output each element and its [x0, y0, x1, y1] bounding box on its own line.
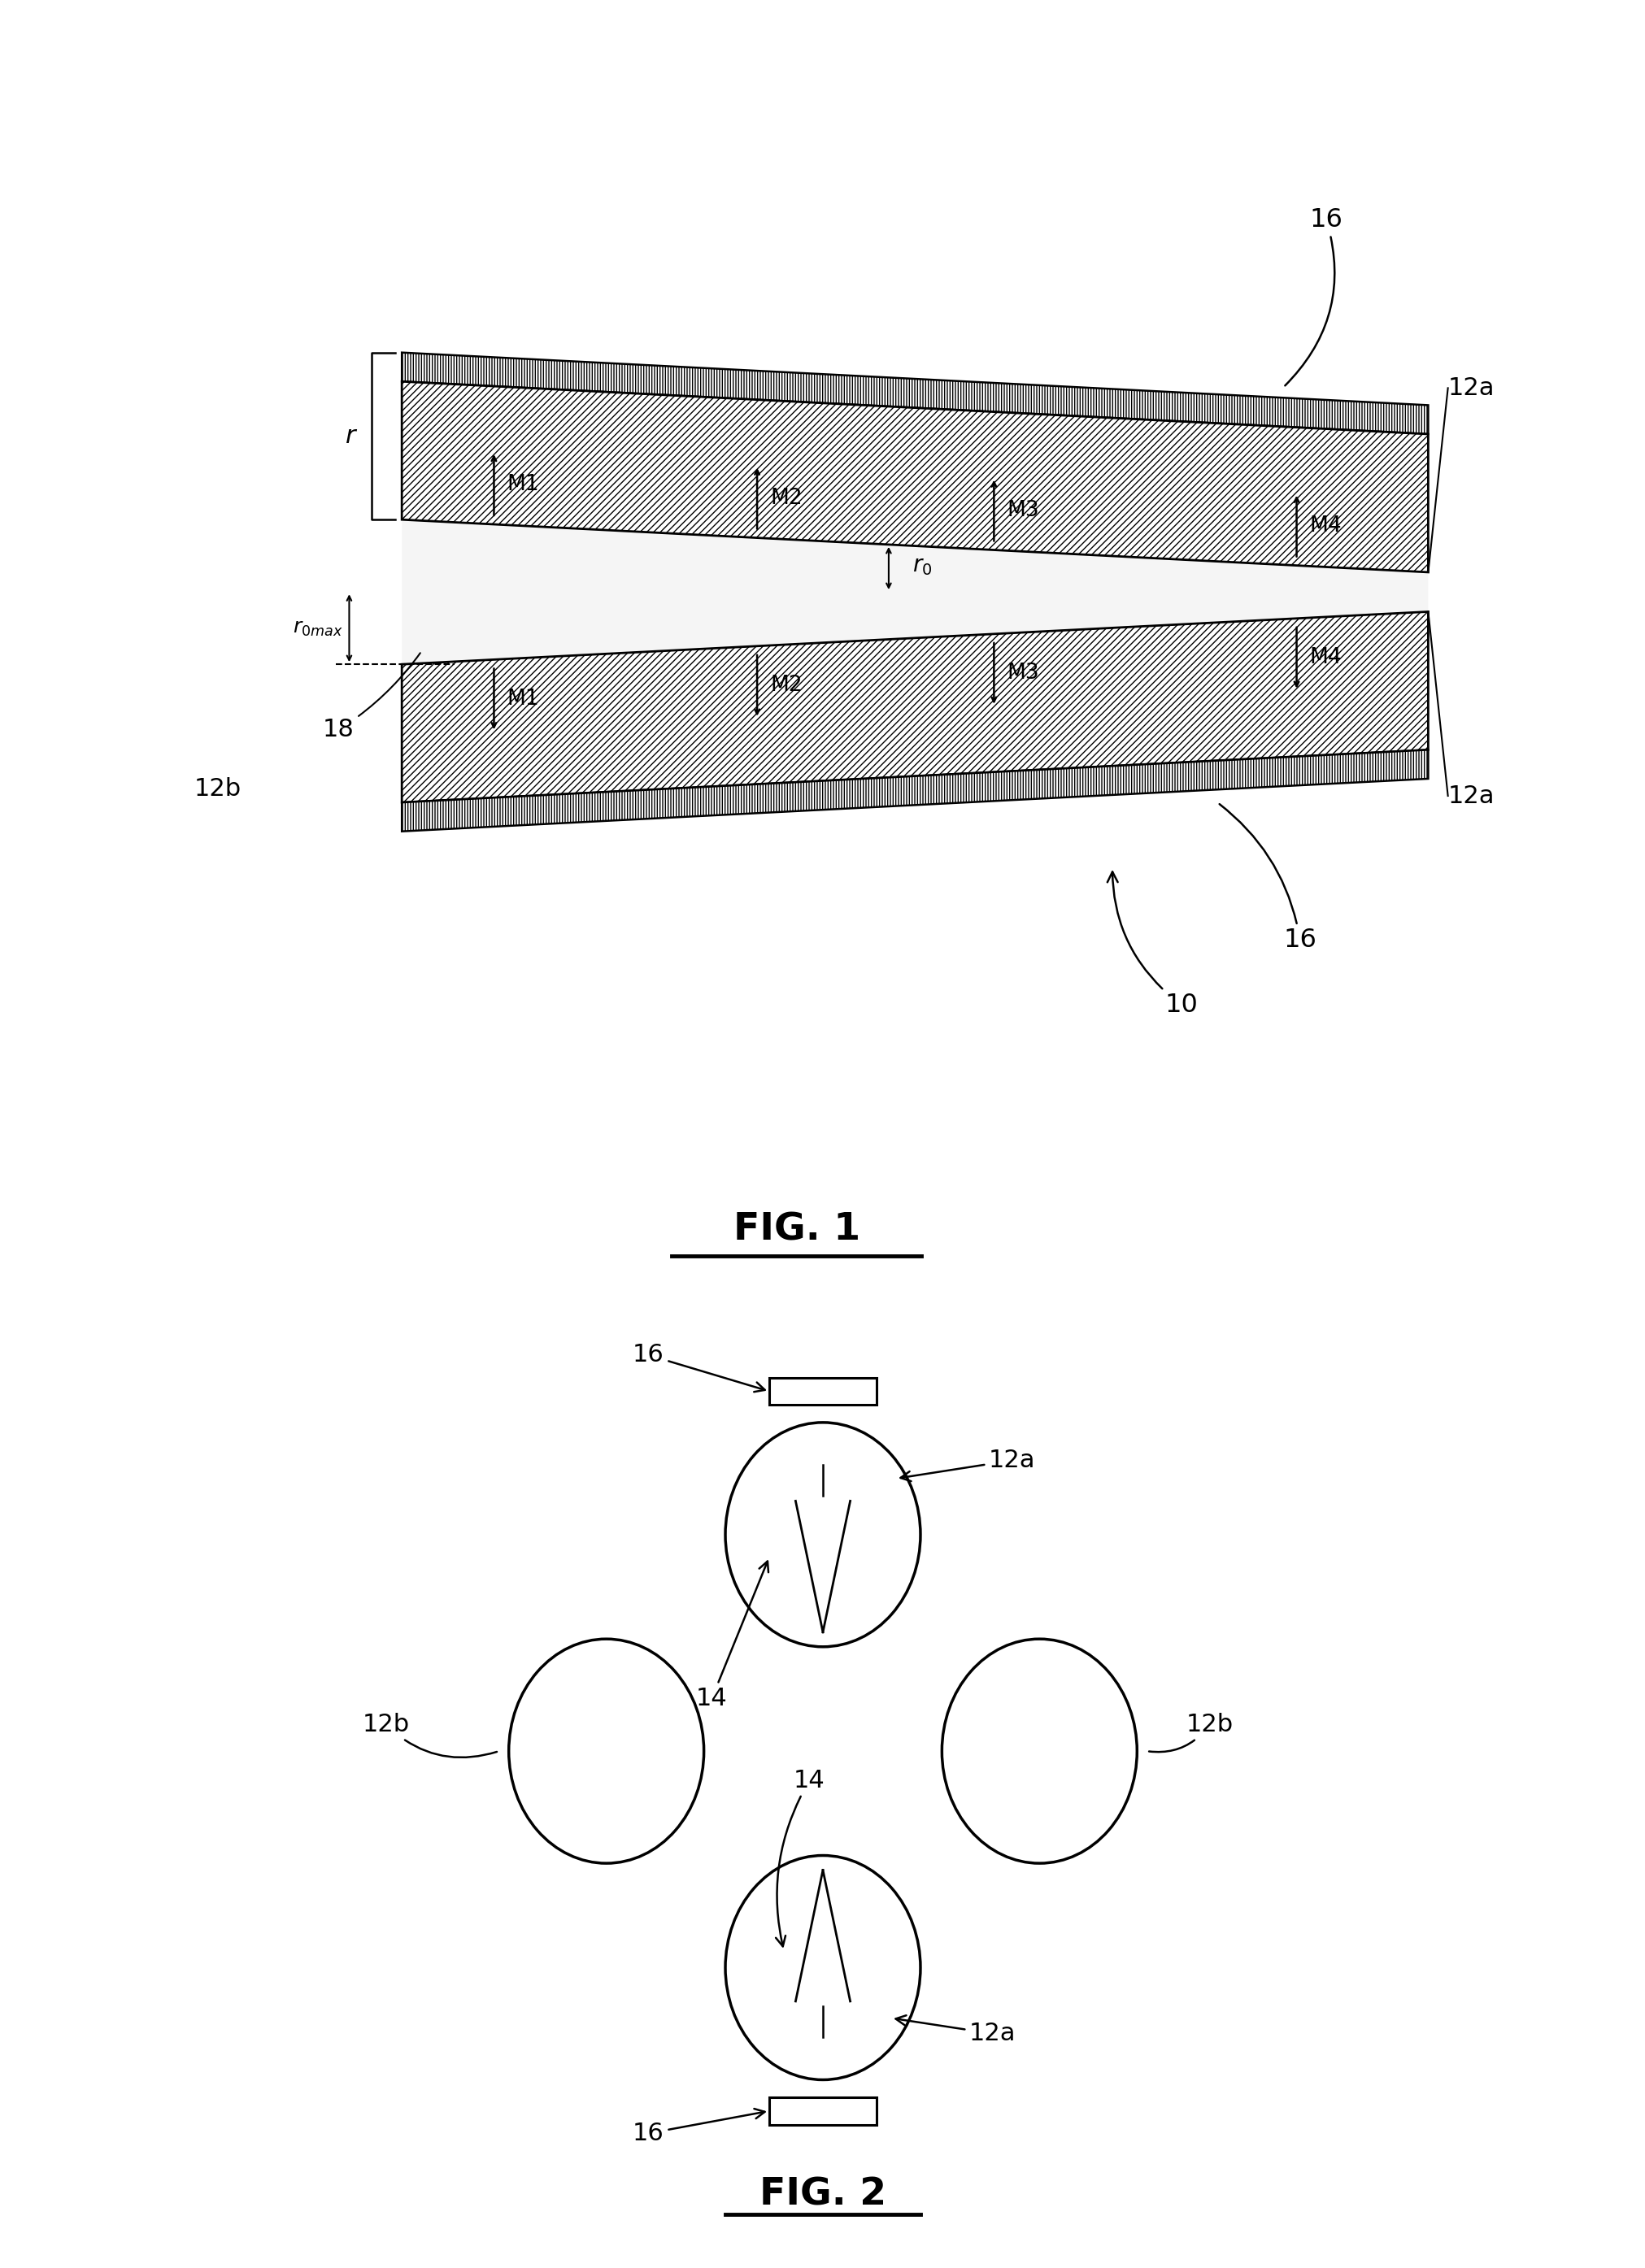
Text: $r_{0max}$: $r_{0max}$	[293, 619, 342, 637]
Text: 12a: 12a	[895, 2016, 1015, 2046]
Ellipse shape	[725, 1855, 920, 2080]
Polygon shape	[401, 381, 1428, 572]
Text: 16: 16	[632, 2109, 765, 2146]
Text: 16: 16	[1219, 805, 1316, 953]
Text: M2: M2	[770, 676, 803, 696]
Polygon shape	[401, 612, 1428, 803]
Text: 12b: 12b	[194, 778, 242, 801]
Text: M3: M3	[1007, 499, 1040, 522]
Polygon shape	[401, 751, 1428, 832]
Text: M2: M2	[770, 488, 803, 508]
Text: 12a: 12a	[1448, 785, 1494, 807]
Text: 12b: 12b	[362, 1712, 497, 1758]
Text: 16: 16	[1285, 206, 1342, 386]
Text: M3: M3	[1007, 662, 1040, 685]
Text: 14: 14	[696, 1560, 768, 1710]
Text: 12a: 12a	[1448, 376, 1494, 399]
Text: r: r	[345, 424, 355, 447]
Polygon shape	[401, 352, 1428, 433]
Text: M4: M4	[1309, 646, 1341, 669]
Ellipse shape	[508, 1640, 704, 1864]
Text: 12b: 12b	[1148, 1712, 1232, 1751]
Ellipse shape	[941, 1640, 1137, 1864]
Text: 12a: 12a	[900, 1449, 1035, 1481]
Bar	[768, 2098, 877, 2125]
Text: $r_0$: $r_0$	[911, 553, 931, 576]
Text: 18: 18	[322, 653, 419, 742]
Text: FIG. 2: FIG. 2	[758, 2177, 887, 2214]
Text: 14: 14	[775, 1769, 824, 1946]
Bar	[768, 1377, 877, 1404]
Polygon shape	[401, 519, 1428, 665]
Text: 16: 16	[632, 1343, 765, 1393]
Text: M1: M1	[507, 474, 540, 494]
Text: M1: M1	[507, 689, 540, 710]
Text: FIG. 1: FIG. 1	[732, 1211, 860, 1247]
Text: 10: 10	[1107, 871, 1198, 1018]
Ellipse shape	[725, 1422, 920, 1647]
Text: M4: M4	[1309, 515, 1341, 538]
